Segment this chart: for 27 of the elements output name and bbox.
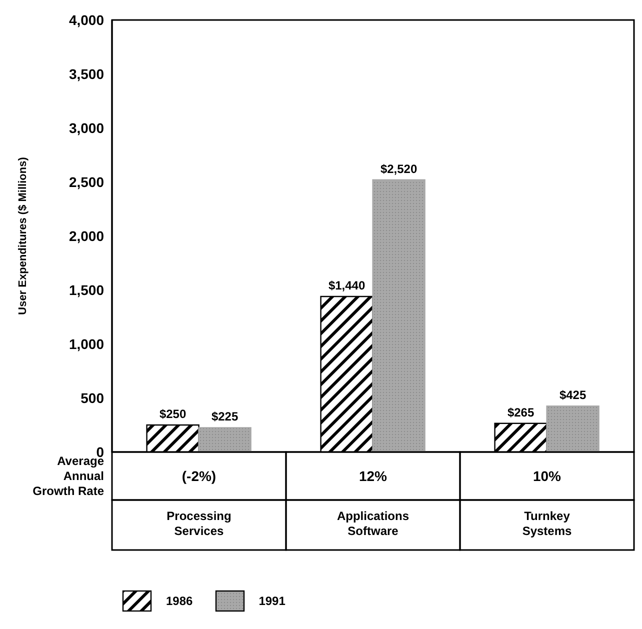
legend-label: 1986: [166, 594, 193, 608]
y-tick-label: 0: [96, 444, 104, 460]
legend-label: 1991: [258, 594, 286, 608]
data-label: $1,440: [328, 278, 366, 292]
data-label: $225: [211, 410, 238, 424]
y-tick-label: 1,000: [68, 336, 104, 352]
x-tick-label: Processing Services: [166, 509, 232, 538]
y-tick-label: 1,500: [68, 282, 104, 298]
y-tick-label: 3,000: [68, 120, 104, 136]
data-label: $265: [507, 405, 534, 420]
y-tick-label: 4,000: [68, 12, 104, 28]
bar: [198, 427, 252, 452]
x-tick-label: Turnkey Systems: [522, 509, 572, 538]
x-tick-label: Applications Software: [336, 509, 410, 538]
y-tick-label: 3,500: [68, 66, 104, 82]
y-axis-title: User Expenditures ($ Millions): [16, 156, 29, 315]
y-tick-label: 500: [80, 390, 104, 406]
y-tick-label: 2,500: [68, 174, 104, 190]
bar: [372, 179, 426, 452]
y-tick-label: 2,000: [68, 228, 104, 244]
text: 12%: [358, 468, 388, 484]
bar: [546, 406, 600, 452]
data-label: $425: [559, 388, 586, 402]
text: 10%: [532, 468, 562, 484]
data-label: $2,520: [380, 162, 418, 176]
text: (-2%): [182, 468, 216, 484]
data-label: $250: [159, 407, 186, 421]
